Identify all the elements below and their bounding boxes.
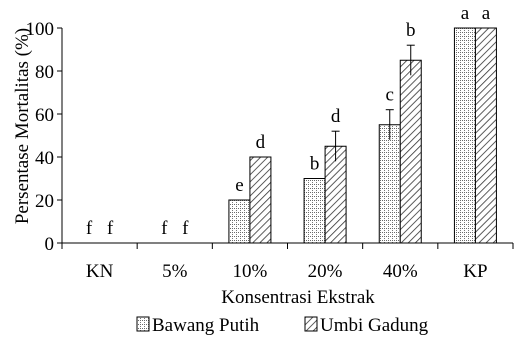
x-tick-label: 5%: [162, 261, 188, 282]
x-tick-label: KP: [463, 261, 487, 282]
significance-letter: a: [482, 3, 491, 24]
bar-bawang-putih: [378, 124, 401, 244]
significance-letter: c: [386, 85, 394, 106]
x-axis-title: Konsentrasi Ekstrak: [221, 287, 375, 308]
axes: 0 20 40 60 80 100 KN 5% 10% 20% 40% KP: [26, 19, 514, 282]
bar-bawang-putih: [453, 27, 476, 244]
x-axis-ticks: KN 5% 10% 20% 40% KP: [61, 243, 514, 282]
significance-letter: e: [235, 175, 243, 196]
x-tick-label: 20%: [308, 261, 343, 282]
y-axis-title: Persentase Mortalitas (%): [12, 28, 33, 224]
legend-label-bawang-putih: Bawang Putih: [152, 315, 260, 336]
significance-letter: f: [182, 218, 189, 239]
y-axis-ticks: 0 20 40 60 80 100: [26, 19, 62, 255]
significance-letter: b: [310, 154, 320, 175]
significance-letter: d: [256, 132, 266, 153]
significance-letter: a: [461, 3, 470, 24]
significance-letter: b: [406, 20, 416, 41]
y-tick-label: 40: [35, 148, 54, 169]
bar-umbi-gadung: [474, 27, 497, 244]
y-tick-label: 80: [35, 62, 54, 83]
x-tick-label: 10%: [233, 261, 268, 282]
y-tick-label: 60: [35, 105, 54, 126]
significance-letter: f: [161, 218, 168, 239]
x-tick-label: KN: [86, 261, 114, 282]
y-tick-label: 0: [45, 234, 55, 255]
y-tick-label: 20: [35, 191, 54, 212]
y-tick-label: 100: [26, 19, 55, 40]
error-bars-layer: [331, 44, 415, 162]
legend: Bawang Putih Umbi Gadung: [136, 315, 429, 336]
legend-swatch-umbi-gadung: [304, 316, 318, 332]
bar-bawang-putih: [228, 199, 251, 244]
x-tick-label: 40%: [383, 261, 418, 282]
bar-umbi-gadung: [399, 59, 422, 244]
legend-swatch-bawang-putih: [136, 316, 150, 332]
bar-bawang-putih: [303, 178, 326, 244]
legend-label-umbi-gadung: Umbi Gadung: [320, 315, 429, 336]
bars-layer: [228, 27, 497, 244]
significance-letter: f: [107, 218, 114, 239]
bar-umbi-gadung: [249, 156, 272, 244]
significance-letter: d: [331, 106, 341, 127]
significance-letter: f: [86, 218, 93, 239]
